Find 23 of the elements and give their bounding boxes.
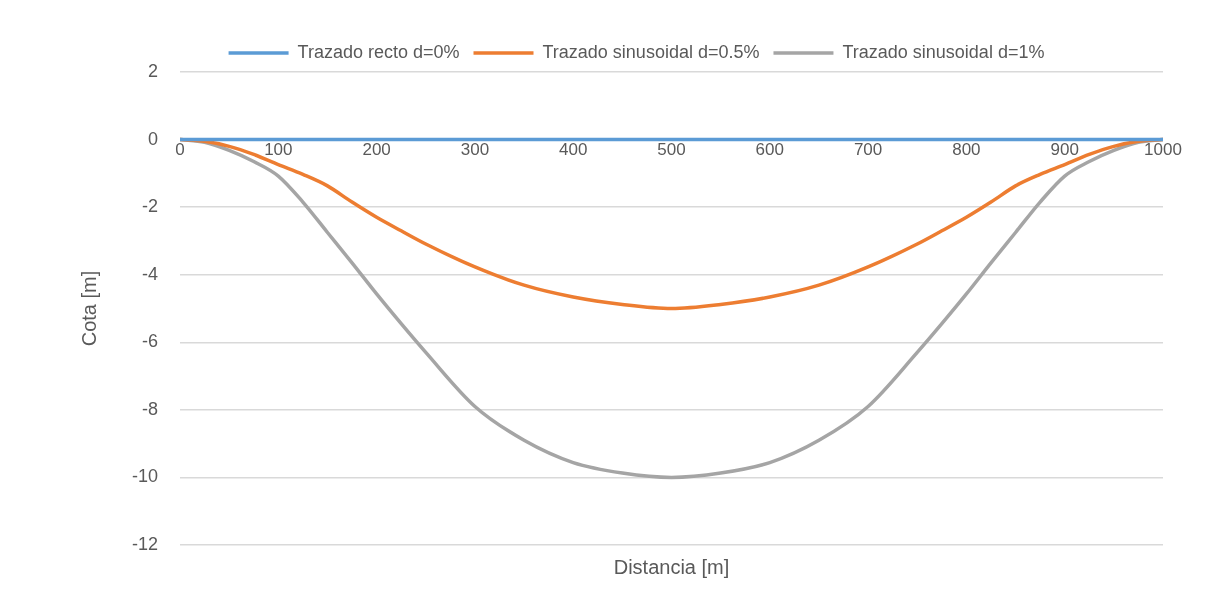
y-tick-label: 2 — [148, 60, 159, 81]
y-tick-label: -10 — [132, 466, 159, 487]
y-axis-title: Cota [m] — [77, 270, 100, 347]
legend-label: Trazado sinusoidal d=1% — [842, 41, 1045, 62]
x-tick-label: 100 — [264, 140, 293, 160]
y-tick-label: -4 — [142, 263, 159, 284]
x-tick-label: 500 — [657, 140, 686, 160]
y-tick-label: -8 — [142, 398, 159, 419]
x-axis-title: Distancia [m] — [613, 555, 730, 578]
x-tick-label: 800 — [952, 140, 981, 160]
legend-label: Trazado sinusoidal d=0.5% — [542, 41, 760, 62]
x-tick-label: 300 — [460, 140, 490, 160]
x-tick-label: 700 — [853, 140, 883, 160]
y-tick-label: -6 — [142, 331, 159, 352]
y-tick-label: -2 — [142, 196, 159, 217]
x-tick-label: 900 — [1050, 140, 1079, 160]
x-tick-label: 1000 — [1144, 140, 1182, 160]
y-tick-label: -12 — [132, 533, 159, 554]
x-tick-label: 200 — [362, 140, 391, 160]
x-tick-label: 600 — [755, 140, 784, 160]
x-tick-label: 400 — [559, 140, 588, 160]
x-tick-label: 0 — [175, 140, 185, 160]
legend-label: Trazado recto d=0% — [297, 41, 460, 62]
